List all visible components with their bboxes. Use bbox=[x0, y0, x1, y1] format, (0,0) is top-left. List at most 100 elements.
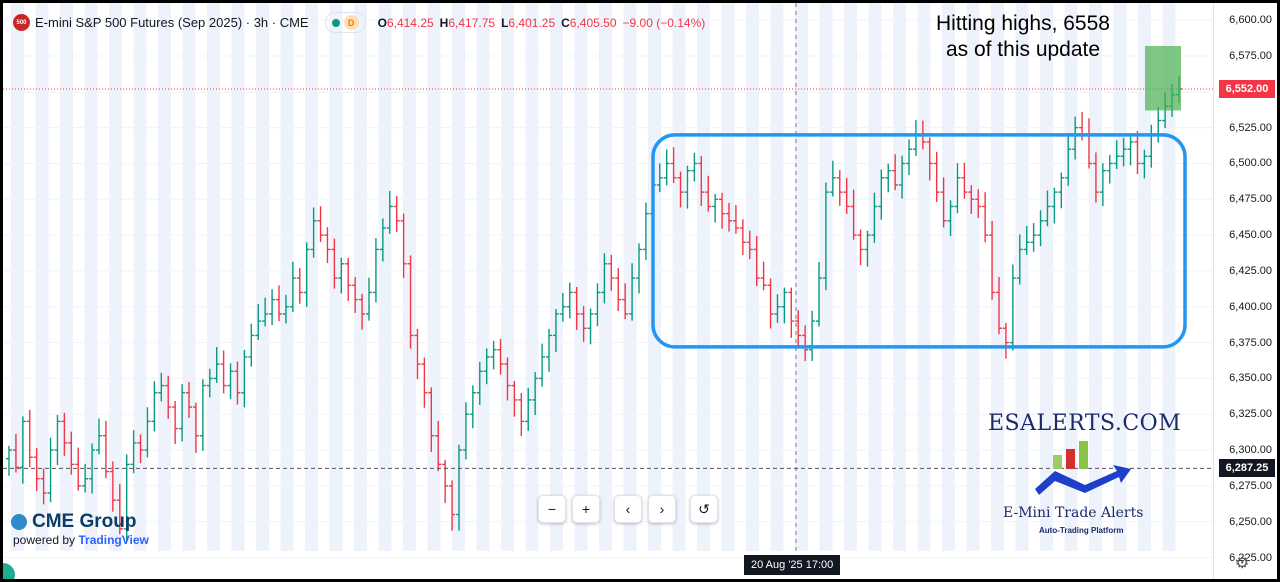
ohlc-bar bbox=[1113, 140, 1120, 169]
globe-icon bbox=[11, 514, 27, 530]
ohlc-bar bbox=[379, 218, 386, 262]
ohlc-bar bbox=[746, 230, 753, 260]
ohlc-bar bbox=[622, 283, 629, 320]
annotation-line-1: Hitting highs, 6558 bbox=[936, 12, 1110, 35]
ohlc-bar bbox=[483, 348, 490, 385]
ohlc-bar bbox=[1106, 154, 1113, 184]
ohlc-bar bbox=[199, 379, 206, 451]
ohlc-bar bbox=[158, 372, 165, 402]
ohlc-bar bbox=[546, 328, 552, 372]
ohlc-bar bbox=[788, 287, 795, 338]
ohlc-bar bbox=[82, 463, 89, 493]
ohlc-bar bbox=[372, 238, 379, 303]
ohlc-bar bbox=[172, 401, 179, 444]
ohlc-bar bbox=[213, 347, 220, 383]
ohlc-bar bbox=[414, 328, 421, 380]
annotation-line-2: as of this update bbox=[945, 38, 1101, 61]
ohlc-bar bbox=[753, 235, 760, 287]
tradingview-link[interactable]: TradingView bbox=[78, 533, 149, 547]
ohlc-bar bbox=[255, 304, 262, 340]
cme-logo[interactable]: CME Group bbox=[11, 511, 137, 533]
ohlc-bar bbox=[497, 338, 504, 375]
ohlc-bar bbox=[504, 357, 511, 401]
trade-alerts-logo-icon bbox=[1035, 441, 1131, 495]
ohlc-bar bbox=[220, 350, 227, 394]
zoom-in-button[interactable]: + bbox=[572, 495, 600, 523]
ohlc-bar bbox=[663, 149, 670, 186]
ohlc-bar bbox=[310, 207, 317, 258]
ohlc-bar bbox=[1120, 137, 1127, 167]
symbol-title[interactable]: E-mini S&P 500 Futures (Sep 2025) · 3h ·… bbox=[35, 15, 309, 30]
cme-logo-text: CME Group bbox=[32, 511, 137, 532]
ohlc-bar bbox=[1002, 322, 1009, 359]
scroll-right-button[interactable]: › bbox=[648, 495, 676, 523]
ohlc-bar bbox=[26, 409, 33, 468]
ohlc-bar bbox=[940, 177, 947, 228]
ohlc-bar bbox=[982, 192, 989, 243]
price-tick-label: 6,275.00 bbox=[1229, 479, 1272, 492]
zoom-out-button[interactable]: − bbox=[538, 495, 566, 523]
ohlc-bar bbox=[968, 185, 975, 214]
ohlc-high: H6,417.75 bbox=[439, 15, 496, 30]
ohlc-bar bbox=[1037, 210, 1044, 247]
ohlc-bar bbox=[926, 137, 933, 181]
ohlc-bar bbox=[89, 443, 96, 494]
ohlc-bar bbox=[1030, 223, 1037, 252]
ohlc-bar bbox=[144, 407, 151, 458]
ohlc-bar bbox=[712, 193, 719, 223]
ohlc-bar bbox=[1092, 152, 1099, 203]
ohlc-bar bbox=[809, 310, 816, 361]
ohlc-bar bbox=[1099, 163, 1106, 207]
scroll-left-button[interactable]: ‹ bbox=[614, 495, 642, 523]
ohlc-bar bbox=[629, 263, 636, 321]
ohlc-bar bbox=[123, 454, 130, 541]
price-chart[interactable] bbox=[3, 3, 1213, 579]
settings-gear-icon[interactable]: ⚙ bbox=[1235, 555, 1250, 572]
ohlc-bar bbox=[12, 433, 19, 473]
ohlc-bar bbox=[760, 261, 767, 291]
price-tick-label: 6,500.00 bbox=[1229, 157, 1272, 170]
ohlc-bar bbox=[836, 170, 843, 206]
ohlc-bar bbox=[615, 268, 622, 312]
plot-area[interactable] bbox=[3, 3, 1213, 579]
ohlc-bar bbox=[1051, 187, 1058, 224]
ohlc-bar bbox=[642, 202, 649, 260]
ohlc-bar bbox=[116, 483, 123, 535]
ohlc-bar bbox=[352, 277, 359, 313]
ohlc-bar bbox=[518, 393, 525, 437]
ohlc-bar bbox=[559, 292, 566, 322]
bottom-left-indicator[interactable] bbox=[3, 563, 15, 579]
ohlc-bar bbox=[816, 261, 822, 327]
reset-chart-button[interactable]: ↺ bbox=[690, 495, 718, 523]
ohlc-bar bbox=[850, 189, 857, 240]
chart-frame: 6,225.00 6,250.00 6,275.00 6,300.00 6,325.00… bbox=[3, 3, 1277, 579]
symbol-badge[interactable]: 500 bbox=[13, 14, 30, 31]
ohlc-bar bbox=[829, 160, 836, 197]
ohlc-bar bbox=[566, 282, 573, 319]
price-tick-label: 6,575.00 bbox=[1229, 50, 1272, 62]
ohlc-bar bbox=[781, 287, 788, 324]
ohlc-bar bbox=[656, 163, 663, 193]
trade-alerts-name: E-Mini Trade Alerts bbox=[1003, 505, 1144, 521]
price-tick-label: 6,325.00 bbox=[1229, 408, 1272, 421]
ohlc-bar bbox=[428, 387, 435, 452]
price-tick-label: 6,250.00 bbox=[1229, 515, 1272, 528]
ohlc-bar bbox=[532, 372, 539, 416]
ohlc-bar bbox=[96, 418, 102, 455]
market-status-pill[interactable]: D bbox=[324, 12, 366, 33]
ohlc-bar bbox=[1072, 116, 1079, 160]
ohlc-low: L6,401.25 bbox=[501, 15, 556, 30]
ohlc-bar bbox=[165, 375, 172, 419]
ohlc-bar bbox=[1016, 234, 1023, 285]
ohlc-bar bbox=[130, 430, 137, 474]
price-axis[interactable]: 6,225.00 6,250.00 6,275.00 6,300.00 6,325.00… bbox=[1213, 3, 1277, 579]
ohlc-bar bbox=[1009, 264, 1016, 351]
powered-by[interactable]: powered by TradingView bbox=[13, 533, 149, 547]
ohlc-bar bbox=[552, 309, 559, 353]
ohlc-bar bbox=[75, 447, 82, 491]
ohlc-bar bbox=[1141, 149, 1148, 179]
ohlc-bar bbox=[102, 420, 109, 479]
annotation-text: Hitting highs, 6558 as of this update bbox=[903, 11, 1143, 63]
ohlc-bar bbox=[601, 253, 608, 304]
ohlc-bar bbox=[421, 357, 428, 408]
